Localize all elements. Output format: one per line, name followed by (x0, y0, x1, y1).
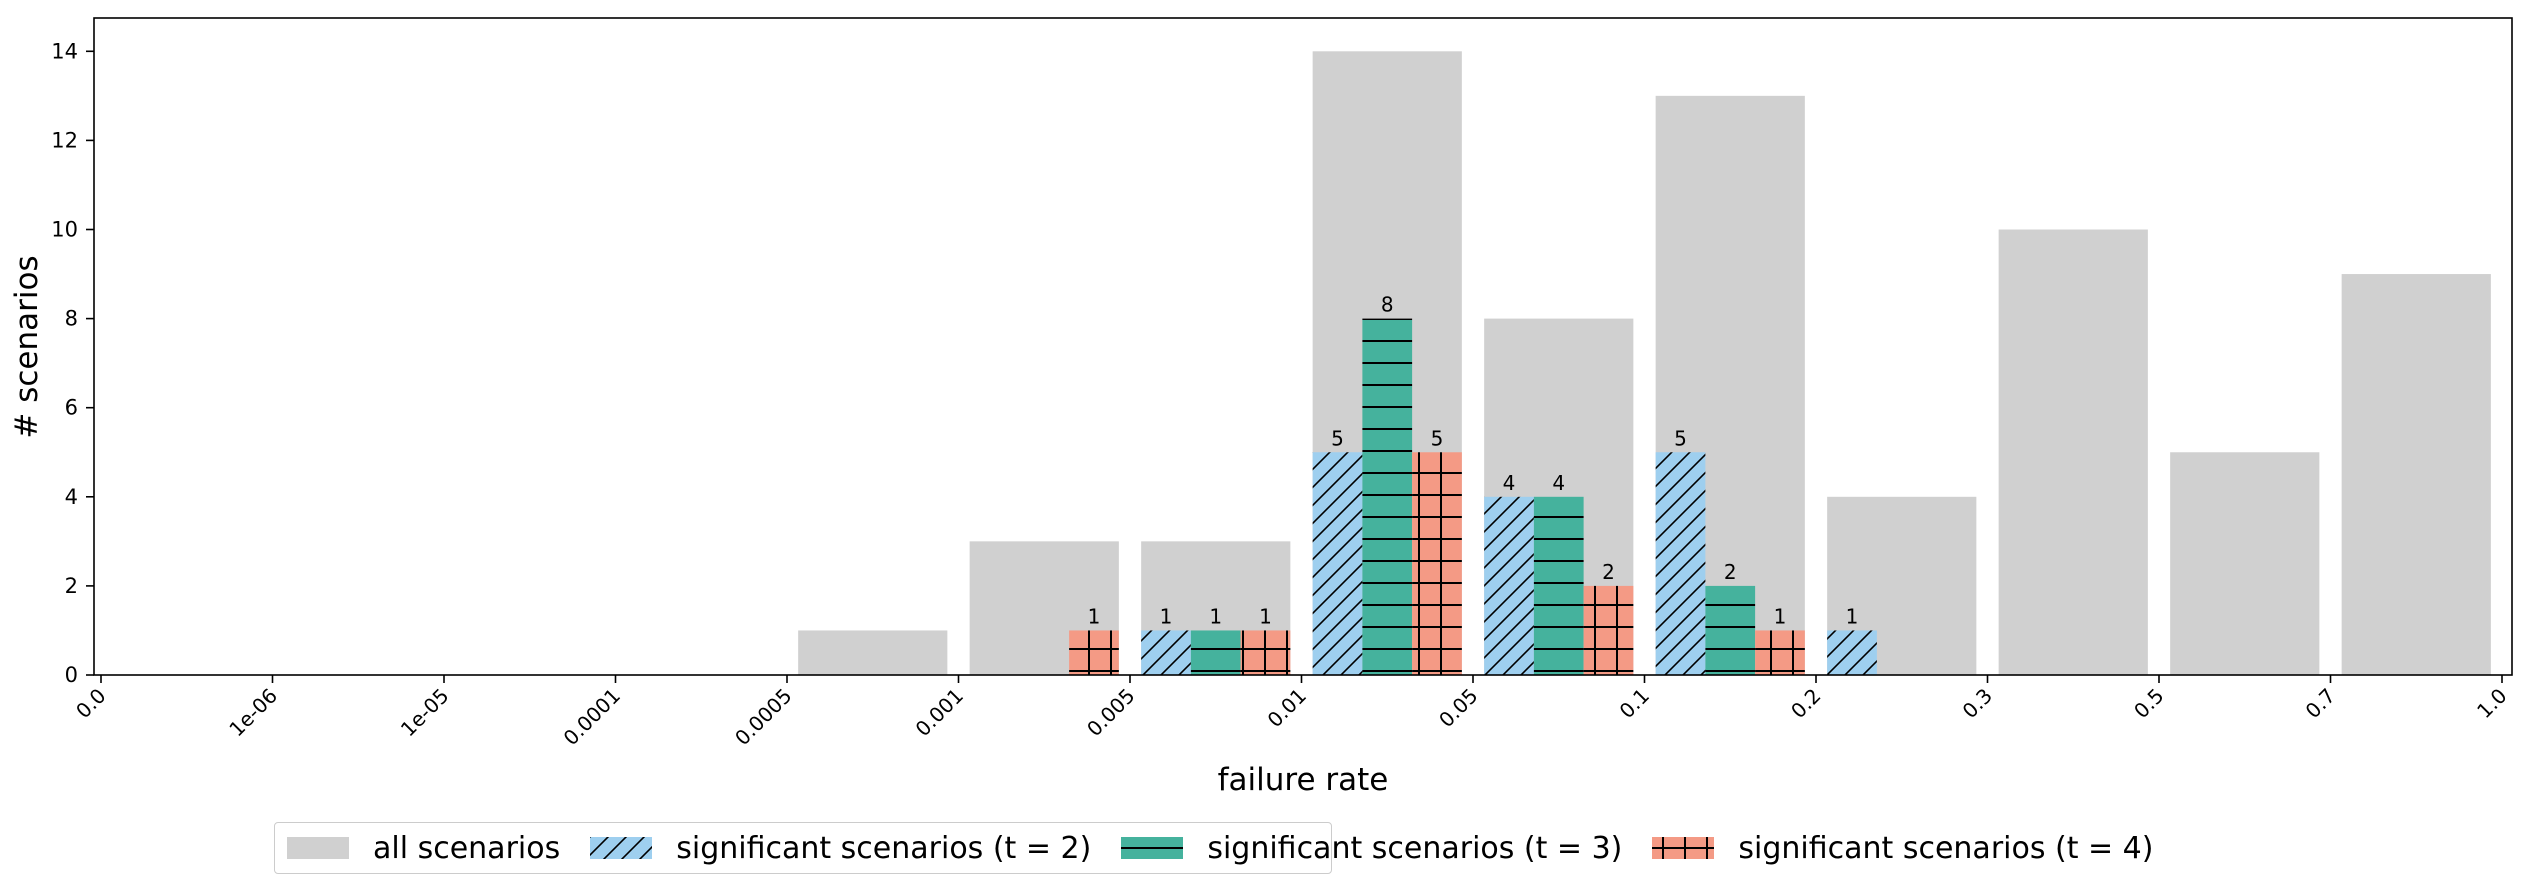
x-tick-label-12: 0.5 (2129, 684, 2168, 723)
bar-t3-7 (1362, 318, 1413, 675)
bar-all-11 (1998, 229, 2148, 675)
bar-t2-10 (1827, 630, 1877, 675)
bar-t4-9 (1755, 630, 1805, 675)
histogram-chart: 1 1 1 1 5 8 5 4 4 2 5 2 1 1 0 2 4 6 8 10 12 14 0.0 1e-06 1e-05… (9, 17, 2513, 798)
bar-all-4 (798, 630, 948, 675)
value-label-t2-9: 5 (1674, 426, 1687, 450)
x-tick-label-6: 0.005 (1082, 684, 1139, 741)
x-tick-label-2: 1e-05 (396, 684, 454, 742)
y-tick-label-2: 2 (65, 574, 78, 598)
value-label-t4-7: 5 (1431, 426, 1444, 450)
x-tick-label-3: 0.0001 (559, 684, 625, 750)
x-tick-label-13: 0.7 (2301, 684, 2340, 723)
value-label-t4-8: 2 (1602, 560, 1615, 584)
bar-t3-9 (1705, 585, 1756, 675)
legend-item-t4: significant scenarios (t = 4) (1652, 831, 2153, 866)
y-tick-label-10: 10 (51, 218, 78, 242)
legend-swatch-t3 (1121, 837, 1184, 859)
value-label-t3-8: 4 (1552, 471, 1565, 495)
value-label-t4-5: 1 (1088, 604, 1101, 628)
x-tick-label-4: 0.0005 (730, 684, 796, 750)
plot-frame (93, 17, 2513, 676)
value-label-t3-9: 2 (1724, 560, 1737, 584)
legend-label-t4: significant scenarios (t = 4) (1738, 830, 2154, 866)
x-tick-label-8: 0.05 (1434, 684, 1482, 732)
bar-t2-6 (1141, 630, 1191, 675)
bar-t3-8 (1533, 496, 1584, 675)
y-axis: 0 2 4 6 8 10 12 14 (51, 39, 94, 687)
x-tick-label-5: 0.001 (911, 684, 968, 741)
value-label-t2-10: 1 (1846, 604, 1859, 628)
bar-t2-7 (1312, 452, 1363, 675)
x-tick-label-1: 1e-06 (224, 684, 282, 742)
legend-swatch-t4 (1652, 837, 1715, 859)
value-labels-layer: 1 1 1 1 5 8 5 4 4 2 5 2 1 1 (1088, 293, 1859, 629)
y-tick-label-6: 6 (65, 396, 78, 420)
value-label-t2-7: 5 (1331, 426, 1344, 450)
value-label-t2-8: 4 (1503, 471, 1516, 495)
bar-t4-7 (1412, 452, 1462, 675)
x-tick-label-0: 0.0 (71, 684, 110, 723)
x-axis: 0.0 1e-06 1e-05 0.0001 0.0005 0.001 0.005 0.01 0… (71, 675, 2512, 750)
y-tick-label-4: 4 (65, 485, 78, 509)
bar-t2-9 (1655, 452, 1706, 675)
value-label-t4-6: 1 (1259, 604, 1272, 628)
legend: all scenarios significant scenarios (t =… (274, 822, 2153, 874)
legend-swatch-all (287, 837, 349, 859)
legend-label-all: all scenarios (373, 830, 561, 866)
bar-t3-6 (1190, 630, 1241, 675)
legend-label-t2: significant scenarios (t = 2) (676, 830, 1092, 866)
value-label-t4-9: 1 (1774, 604, 1787, 628)
y-tick-label-0: 0 (65, 663, 78, 687)
legend-label-t3: significant scenarios (t = 3) (1207, 830, 1623, 866)
value-label-t2-6: 1 (1160, 604, 1173, 628)
bar-t4-6 (1240, 630, 1291, 675)
x-axis-label: failure rate (1218, 762, 1389, 798)
x-tick-label-10: 0.2 (1786, 684, 1825, 723)
bar-all-13 (2341, 274, 2491, 675)
legend-item-t2: significant scenarios (t = 2) (590, 831, 1091, 866)
bar-all-12 (2170, 452, 2320, 675)
y-tick-label-8: 8 (65, 307, 78, 331)
bar-t4-8 (1583, 585, 1634, 675)
bar-t4-5 (1069, 630, 1119, 675)
y-axis-label: # scenarios (9, 255, 45, 438)
y-tick-label-14: 14 (51, 39, 78, 63)
bars-layer (798, 51, 2491, 676)
legend-item-all: all scenarios (287, 831, 560, 866)
value-label-t3-6: 1 (1209, 604, 1222, 628)
x-tick-label-9: 0.1 (1615, 684, 1654, 723)
legend-swatch-t2 (590, 837, 653, 859)
value-label-t3-7: 8 (1381, 293, 1394, 317)
x-tick-label-14: 1.0 (2472, 684, 2511, 723)
x-tick-label-11: 0.3 (1958, 684, 1997, 723)
bar-t2-8 (1484, 496, 1534, 675)
y-tick-label-12: 12 (51, 128, 78, 152)
x-tick-label-7: 0.01 (1263, 684, 1311, 732)
legend-item-t3: significant scenarios (t = 3) (1121, 831, 1622, 866)
